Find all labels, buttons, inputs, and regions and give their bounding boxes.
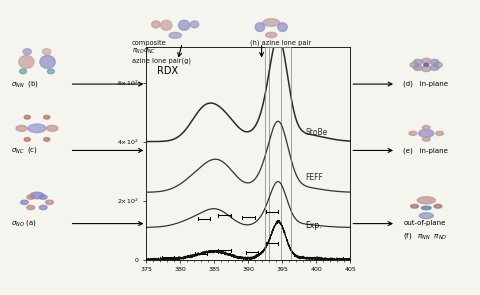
Ellipse shape [411,204,419,208]
Ellipse shape [19,55,34,68]
Ellipse shape [20,69,26,74]
Ellipse shape [433,62,443,68]
Text: RDX: RDX [156,66,178,76]
Ellipse shape [23,49,31,55]
Ellipse shape [30,192,44,199]
Ellipse shape [422,125,430,130]
Ellipse shape [410,62,419,68]
Ellipse shape [39,205,47,210]
Text: (h) azine lone pair: (h) azine lone pair [250,40,311,46]
Ellipse shape [24,137,30,141]
Bar [264,47,290,260]
Ellipse shape [422,137,430,141]
Ellipse shape [413,59,422,65]
Ellipse shape [48,69,54,74]
Ellipse shape [40,55,55,68]
Ellipse shape [16,125,27,131]
Ellipse shape [419,130,434,137]
Ellipse shape [44,137,50,141]
Ellipse shape [24,115,30,119]
Ellipse shape [422,58,431,64]
Ellipse shape [43,49,51,55]
Text: $\sigma_{NO}$ (a): $\sigma_{NO}$ (a) [11,218,36,228]
Ellipse shape [417,197,435,204]
Ellipse shape [278,23,287,32]
Ellipse shape [255,23,264,32]
Ellipse shape [47,125,58,131]
Ellipse shape [424,63,429,66]
Ellipse shape [421,206,431,210]
Ellipse shape [27,205,35,210]
Ellipse shape [152,21,160,28]
Ellipse shape [413,65,422,71]
Ellipse shape [44,115,50,119]
Text: (d)   in-plane: (d) in-plane [403,80,448,87]
Text: composite
$\pi_{NO}$$\sigma_{NC}$
azine lone pair(g): composite $\pi_{NO}$$\sigma_{NC}$ azine … [132,40,191,64]
Text: StoBe: StoBe [305,128,328,137]
Ellipse shape [420,213,433,219]
Text: out-of-plane: out-of-plane [403,220,445,226]
Ellipse shape [436,131,444,135]
Ellipse shape [422,66,431,72]
Ellipse shape [191,21,199,28]
Text: (f)   $\pi_{NN}$  $\pi_{NO}$: (f) $\pi_{NN}$ $\pi_{NO}$ [403,231,447,241]
Ellipse shape [21,200,28,204]
Ellipse shape [179,20,190,30]
Text: $\sigma_{NN}$  (b): $\sigma_{NN}$ (b) [11,79,38,89]
Ellipse shape [46,200,53,204]
Ellipse shape [161,20,172,30]
Ellipse shape [39,195,47,199]
Ellipse shape [263,19,279,26]
Ellipse shape [430,65,439,71]
Ellipse shape [434,204,442,208]
Ellipse shape [409,131,417,135]
Text: $\sigma_{NC}$  (c): $\sigma_{NC}$ (c) [11,145,37,155]
Ellipse shape [27,195,35,199]
Ellipse shape [28,124,46,133]
Ellipse shape [430,59,439,65]
Ellipse shape [265,32,277,38]
Ellipse shape [169,32,181,38]
Text: FEFF: FEFF [305,173,324,182]
Text: (e)   in-plane: (e) in-plane [403,147,448,154]
Text: Exp.: Exp. [305,221,322,230]
